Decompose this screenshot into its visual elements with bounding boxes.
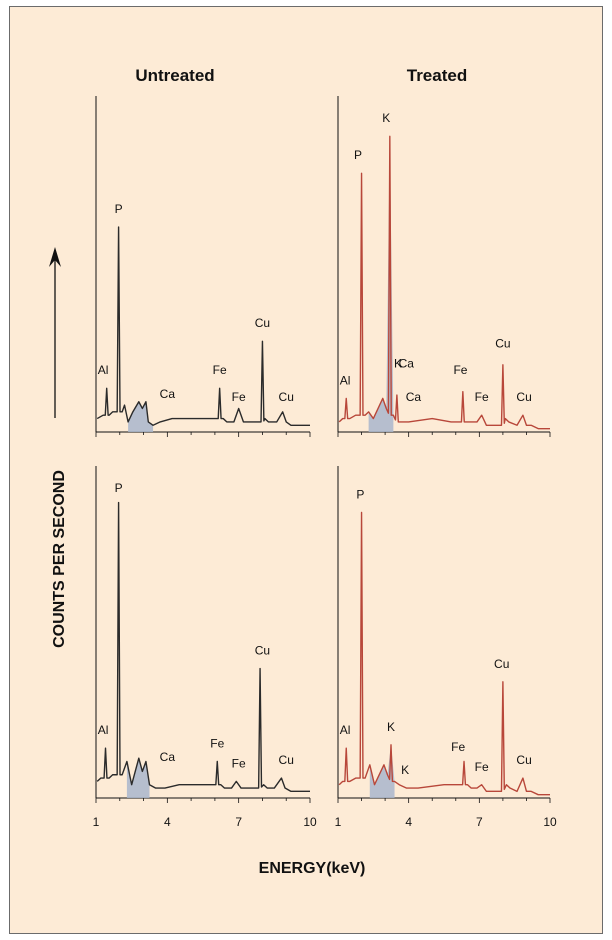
panel-untreated-lower: Al P Ca Fe Fe Cu Cu 1 4 7 10 bbox=[93, 466, 317, 829]
x-tick-label: 1 bbox=[93, 815, 100, 829]
shaded-region bbox=[369, 744, 395, 798]
peak-label: Fe bbox=[451, 740, 465, 754]
column-title-treated: Treated bbox=[407, 66, 467, 85]
peak-label: P bbox=[356, 488, 364, 502]
peak-label: Fe bbox=[475, 760, 489, 774]
panel-untreated-upper: Al P Ca Fe Fe Cu Cu bbox=[95, 96, 311, 437]
peak-label: Fe bbox=[475, 390, 489, 404]
peak-label: Al bbox=[98, 723, 109, 737]
spectrum-line bbox=[96, 226, 310, 426]
peak-label: Fe bbox=[232, 390, 246, 404]
peak-label: Cu bbox=[279, 753, 294, 767]
x-axis-title: ENERGY(keV) bbox=[259, 860, 366, 877]
peak-label: Ca bbox=[160, 750, 176, 764]
peak-label: P bbox=[115, 202, 123, 216]
peak-label: Cu bbox=[255, 316, 270, 330]
y-axis-title: COUNTS PER SECOND bbox=[51, 470, 68, 648]
peak-label: Cu bbox=[279, 390, 294, 404]
peak-label: Ca bbox=[406, 390, 422, 404]
peak-label: K bbox=[394, 357, 402, 371]
spectrum-panels: AlPCaFeFeCuCuAlPKKCaCaFeFeCuCuAlPCaFeFeC… bbox=[93, 96, 557, 829]
panel-treated-lower: Al P K K Fe Fe Cu Cu 1 4 7 10 bbox=[335, 466, 557, 829]
peak-label: K bbox=[387, 720, 395, 734]
x-tick-label: 10 bbox=[543, 815, 557, 829]
x-tick-label: 1 bbox=[335, 815, 342, 829]
peak-label: Fe bbox=[453, 363, 467, 377]
column-title-untreated: Untreated bbox=[135, 66, 214, 85]
peak-label: Fe bbox=[213, 363, 227, 377]
x-tick-label: 4 bbox=[164, 815, 171, 829]
y-axis-arrow bbox=[49, 247, 61, 418]
x-tick-label: 7 bbox=[235, 815, 242, 829]
peak-label: Cu bbox=[494, 657, 509, 671]
peak-label: K bbox=[382, 111, 390, 125]
peak-label: Cu bbox=[516, 390, 531, 404]
peak-label: Fe bbox=[210, 737, 224, 751]
peak-label: K bbox=[401, 763, 409, 777]
peak-label: Ca bbox=[160, 387, 176, 401]
peak-label: Ca bbox=[399, 357, 415, 371]
x-tick-label: 7 bbox=[476, 815, 483, 829]
peak-label: Al bbox=[340, 373, 351, 387]
shaded-region bbox=[368, 136, 394, 432]
peak-label: P bbox=[115, 481, 123, 495]
spectrum-line bbox=[338, 511, 550, 796]
spectrum-line bbox=[96, 501, 310, 793]
peak-label: Al bbox=[340, 723, 351, 737]
arrow-head bbox=[49, 247, 61, 267]
x-tick-label: 10 bbox=[303, 815, 317, 829]
peak-label: Cu bbox=[255, 644, 270, 658]
peak-label: Al bbox=[98, 363, 109, 377]
peak-label: Cu bbox=[495, 336, 510, 350]
peak-label: P bbox=[354, 148, 362, 162]
x-tick-label: 4 bbox=[405, 815, 412, 829]
spectrum-line bbox=[338, 135, 550, 430]
peak-label: Cu bbox=[516, 753, 531, 767]
peak-label: Fe bbox=[232, 756, 246, 770]
